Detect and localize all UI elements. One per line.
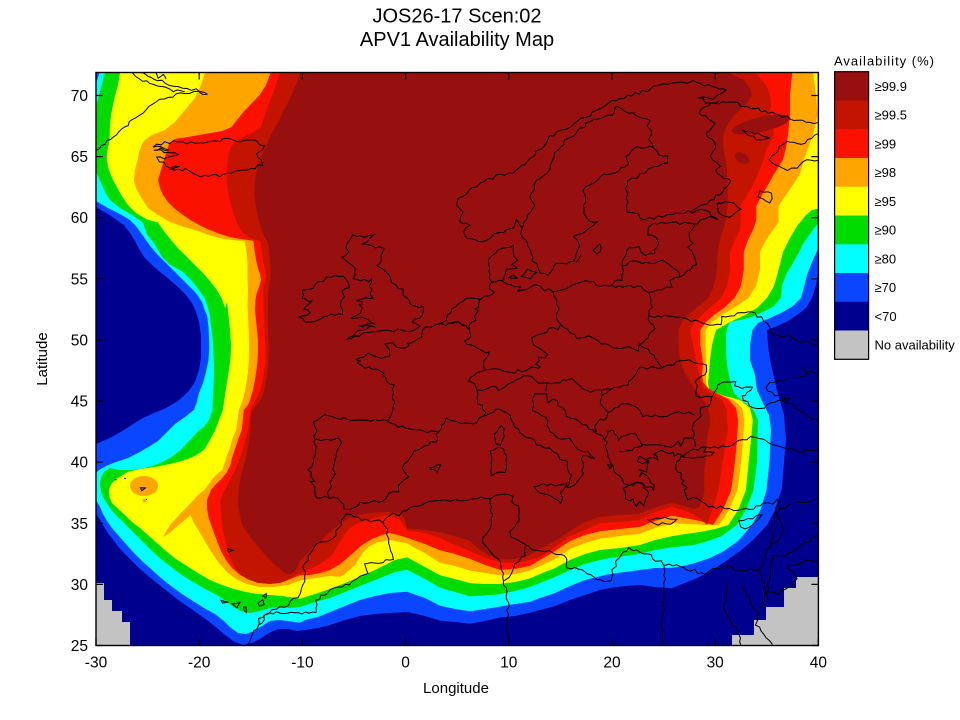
svg-text:≥80: ≥80	[875, 251, 897, 266]
svg-text:≥98: ≥98	[875, 165, 897, 180]
svg-text:30: 30	[707, 655, 725, 672]
svg-text:-30: -30	[85, 655, 108, 672]
svg-text:25: 25	[71, 638, 88, 655]
svg-text:0: 0	[401, 655, 410, 672]
svg-text:Latitude: Latitude	[34, 332, 51, 385]
svg-text:10: 10	[500, 655, 518, 672]
svg-text:60: 60	[71, 210, 89, 227]
svg-text:-10: -10	[291, 655, 314, 672]
svg-text:30: 30	[71, 577, 89, 594]
svg-text:40: 40	[810, 655, 828, 672]
svg-text:70: 70	[71, 88, 89, 105]
svg-text:65: 65	[71, 149, 88, 166]
svg-text:≥99.9: ≥99.9	[875, 79, 907, 94]
svg-text:Availability (%): Availability (%)	[834, 54, 935, 69]
svg-text:≥90: ≥90	[875, 223, 897, 238]
svg-text:-20: -20	[188, 655, 211, 672]
svg-text:≥99: ≥99	[875, 136, 897, 151]
svg-text:45: 45	[71, 394, 88, 411]
svg-text:JOS26-17 Scen:02: JOS26-17 Scen:02	[373, 6, 542, 28]
svg-text:≥99.5: ≥99.5	[875, 108, 907, 123]
svg-text:20: 20	[603, 655, 621, 672]
svg-text:No availability: No availability	[875, 338, 956, 353]
svg-text:≥70: ≥70	[875, 280, 897, 295]
svg-text:55: 55	[71, 271, 88, 288]
svg-text:35: 35	[71, 516, 88, 533]
svg-text:APV1 Availability Map: APV1 Availability Map	[360, 29, 554, 51]
svg-text:40: 40	[71, 455, 89, 472]
svg-text:Longitude: Longitude	[423, 680, 489, 697]
svg-text:≥95: ≥95	[875, 194, 897, 209]
svg-text:50: 50	[71, 332, 89, 349]
svg-text:<70: <70	[875, 309, 897, 324]
